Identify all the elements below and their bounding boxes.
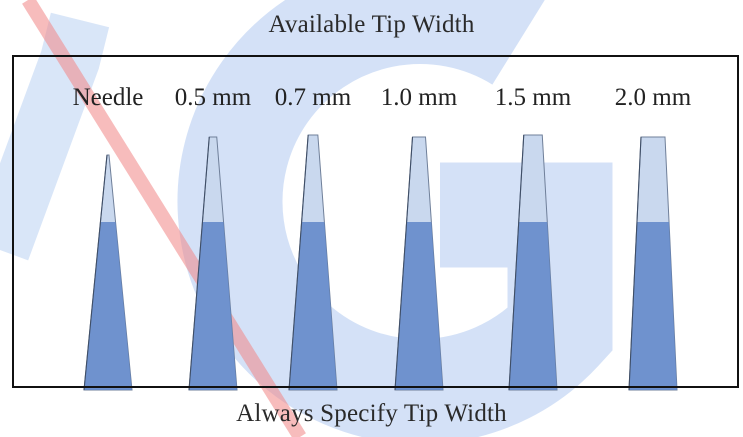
tip-shape-needle — [83, 154, 133, 391]
tip-dark-section — [629, 222, 677, 390]
diagram-footer: Always Specify Tip Width — [236, 400, 507, 427]
tip-shape-0-5-mm — [188, 136, 238, 391]
watermark-left-shape — [0, 12, 110, 261]
watermark-red-stroke — [22, 0, 306, 437]
tip-frame — [12, 55, 739, 388]
tip-illustrations — [83, 134, 678, 391]
diagram-title: Available Tip Width — [268, 11, 475, 38]
tip-label-1-0mm: 1.0 mm — [380, 84, 458, 111]
tip-dark-section — [289, 222, 337, 390]
tip-dark-section — [189, 222, 237, 390]
tip-left-edge — [508, 134, 525, 391]
tip-shape-1-0-mm — [394, 136, 444, 391]
tip-label-2-0mm: 2.0 mm — [614, 84, 692, 111]
tip-label-needle: Needle — [72, 84, 144, 111]
tip-dark-section — [84, 222, 132, 390]
tip-label-0-5mm: 0.5 mm — [174, 84, 252, 111]
tip-label-0-7mm: 0.7 mm — [274, 84, 352, 111]
tip-left-edge — [188, 136, 210, 391]
tip-left-edge — [288, 134, 309, 391]
tip-label-1-5mm: 1.5 mm — [494, 84, 572, 111]
tip-dark-section — [395, 222, 443, 390]
tip-left-edge — [83, 154, 108, 391]
tip-left-edge — [628, 136, 642, 391]
tip-left-edge — [394, 136, 414, 391]
tip-dark-section — [509, 222, 557, 390]
tip-shape-0-7-mm — [288, 134, 338, 391]
tip-shape-2-0-mm — [628, 136, 678, 391]
tip-shape-1-5-mm — [508, 134, 558, 391]
